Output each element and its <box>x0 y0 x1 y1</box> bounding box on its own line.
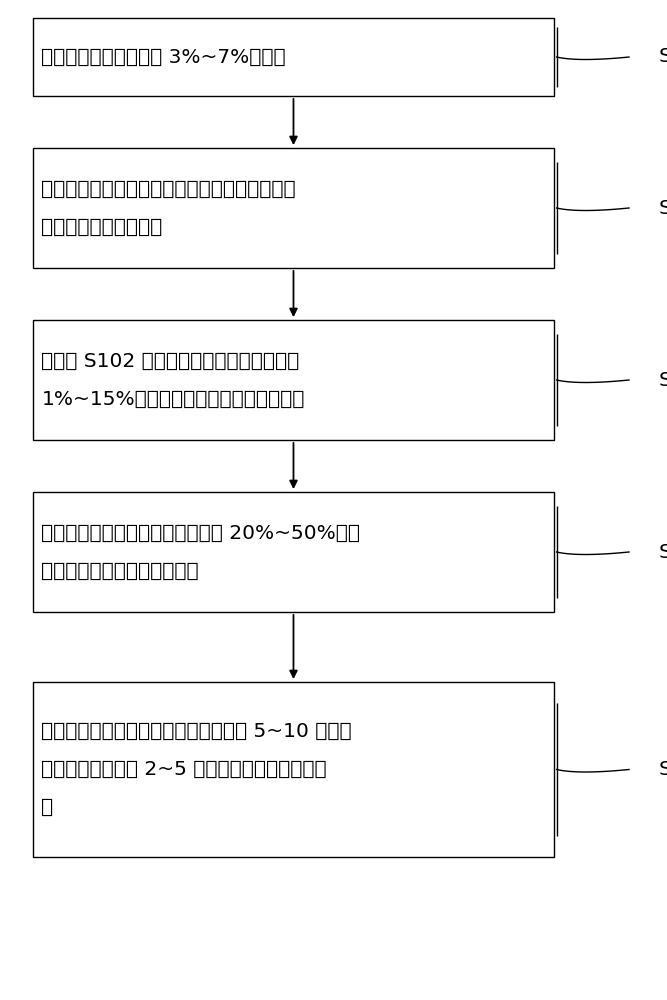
Bar <box>33 18 554 96</box>
Text: S104: S104 <box>659 542 667 562</box>
Text: 余的溶剑，在高速下均匀混合: 余的溶剑，在高速下均匀混合 <box>41 562 199 580</box>
Text: 使用粘接剑制备浓度为 3%~7%的胶液: 使用粘接剑制备浓度为 3%~7%的胶液 <box>41 47 286 66</box>
Bar <box>33 320 554 440</box>
Text: 然后在高速下搞拌 2~5 小时，形成锂离子电池浆: 然后在高速下搞拌 2~5 小时，形成锂离子电池浆 <box>41 760 327 779</box>
Text: S103: S103 <box>659 370 667 389</box>
Bar <box>33 148 554 268</box>
Text: 加入剩余的胶液，先在低速下均匀搞拌 5~10 分钟，: 加入剩余的胶液，先在低速下均匀搞拌 5~10 分钟， <box>41 722 352 741</box>
Text: 料: 料 <box>41 798 53 817</box>
Text: 1%~15%，在低速下均匀混合形成湿粉体: 1%~15%，在低速下均匀混合形成湿粉体 <box>41 389 305 408</box>
Text: 在步骤 S102 中的粉体中加入溶剑的总量的: 在步骤 S102 中的粉体中加入溶剑的总量的 <box>41 352 299 370</box>
Text: 速下均匀混合形成粉体: 速下均匀混合形成粉体 <box>41 218 163 236</box>
Text: S105: S105 <box>659 760 667 779</box>
Text: S102: S102 <box>659 198 667 218</box>
Text: 在步骤三中的湿粉体中加入胶液的 20%~50%和剩: 在步骤三中的湿粉体中加入胶液的 20%~50%和剩 <box>41 524 360 542</box>
Text: S101: S101 <box>659 47 667 66</box>
Text: 将活性物质和导电剑在三臂行星搞拌机中，在低: 将活性物质和导电剑在三臂行星搞拌机中，在低 <box>41 180 296 198</box>
Bar <box>33 682 554 857</box>
Bar <box>33 492 554 612</box>
